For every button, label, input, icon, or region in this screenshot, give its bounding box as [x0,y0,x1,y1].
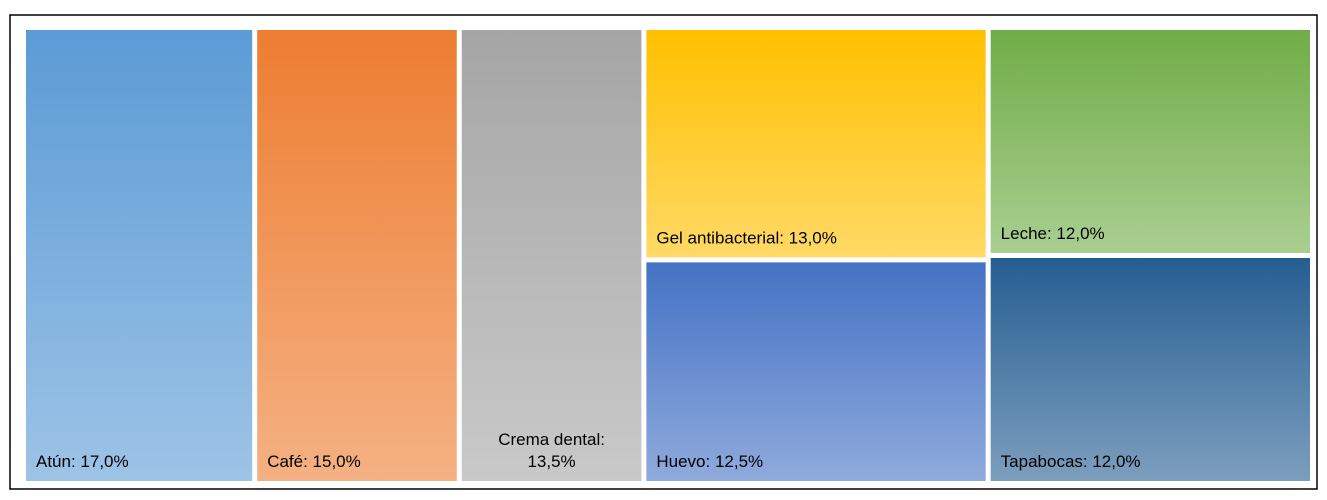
tile-label: Crema dental: 13,5% [498,430,605,471]
tile [990,258,1310,481]
tile-label: Atún: 17,0% [36,452,129,471]
tile-label: Gel antibacterial: 13,0% [656,228,837,247]
tile-label: Huevo: 12,5% [656,452,763,471]
tile [257,30,457,481]
tile-label: Tapabocas: 12,0% [1001,452,1141,471]
tile-label: Leche: 12,0% [1001,224,1105,243]
tile-label: Café: 15,0% [267,452,361,471]
tile [646,30,986,258]
tile [461,30,642,481]
tile [646,262,986,481]
tile [990,30,1310,253]
tile [26,30,253,481]
